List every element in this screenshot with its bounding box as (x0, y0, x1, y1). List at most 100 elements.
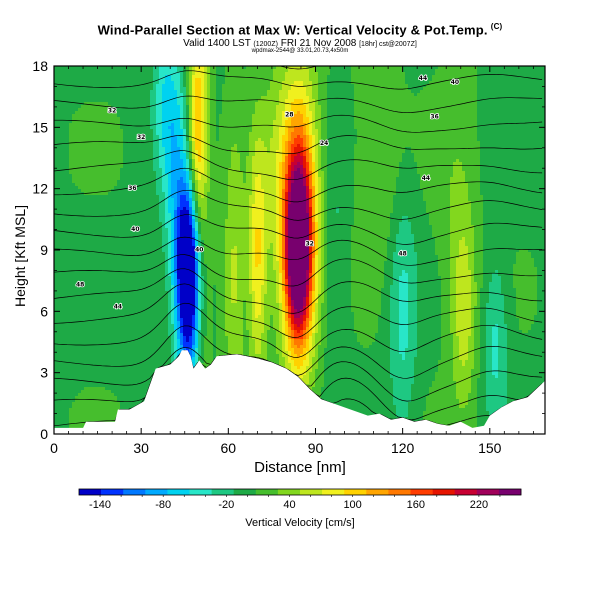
heatmap-cell (129, 96, 133, 100)
heatmap-cell (183, 75, 187, 79)
heatmap-cell (192, 105, 196, 109)
heatmap-cell (459, 153, 463, 157)
heatmap-cell (141, 66, 145, 70)
heatmap-cell (279, 141, 283, 145)
heatmap-cell (243, 111, 247, 115)
heatmap-cell (276, 111, 280, 115)
heatmap-cell (132, 126, 136, 130)
heatmap-cell (96, 126, 100, 130)
heatmap-cell (111, 138, 115, 142)
heatmap-cell (195, 108, 199, 112)
heatmap-cell (351, 144, 355, 148)
heatmap-cell (540, 138, 544, 142)
heatmap-cell (447, 114, 451, 118)
heatmap-cell (150, 84, 154, 88)
heatmap-cell (120, 84, 124, 88)
heatmap-cell (258, 75, 262, 79)
heatmap-cell (465, 141, 469, 145)
heatmap-cell (144, 129, 148, 133)
heatmap-cell (300, 144, 304, 148)
heatmap-cell (180, 150, 184, 154)
heatmap-cell (444, 135, 448, 139)
heatmap-cell (291, 138, 295, 142)
heatmap-cell (426, 84, 430, 88)
heatmap-cell (102, 147, 106, 151)
heatmap-cell (462, 78, 466, 82)
heatmap-cell (198, 153, 202, 157)
heatmap-cell (378, 96, 382, 100)
heatmap-cell (99, 87, 103, 91)
heatmap-cell (315, 135, 319, 139)
heatmap-cell (132, 132, 136, 136)
heatmap-cell (429, 105, 433, 109)
heatmap-cell (207, 123, 211, 127)
heatmap-cell (198, 105, 202, 109)
heatmap-cell (531, 117, 535, 121)
heatmap-cell (183, 72, 187, 76)
heatmap-cell (507, 114, 511, 118)
heatmap-cell (222, 150, 226, 154)
heatmap-cell (486, 105, 490, 109)
heatmap-cell (159, 156, 163, 160)
heatmap-cell (444, 72, 448, 76)
heatmap-cell (150, 78, 154, 82)
chart-title: Wind-Parallel Section at Max W: Vertical… (0, 22, 600, 37)
heatmap-cell (309, 126, 313, 130)
heatmap-cell (90, 126, 94, 130)
heatmap-cell (423, 147, 427, 151)
heatmap-cell (279, 105, 283, 109)
heatmap-cell (210, 120, 214, 124)
heatmap-cell (228, 108, 232, 112)
heatmap-cell (534, 135, 538, 139)
heatmap-cell (159, 120, 163, 124)
heatmap-cell (102, 129, 106, 133)
heatmap-cell (411, 72, 415, 76)
heatmap-cell (486, 75, 490, 79)
heatmap-cell (162, 138, 166, 142)
heatmap-cell (432, 90, 436, 94)
heatmap-cell (297, 105, 301, 109)
heatmap-cell (162, 75, 166, 79)
heatmap-cell (519, 87, 523, 91)
heatmap-cell (426, 135, 430, 139)
heatmap-cell (288, 138, 292, 142)
heatmap-cell (114, 123, 118, 127)
heatmap-cell (516, 135, 520, 139)
heatmap-cell (492, 99, 496, 103)
heatmap-cell (135, 138, 139, 142)
heatmap-cell (327, 99, 331, 103)
heatmap-cell (444, 138, 448, 142)
heatmap-cell (207, 99, 211, 103)
heatmap-cell (441, 126, 445, 130)
heatmap-cell (297, 87, 301, 91)
heatmap-cell (105, 69, 109, 73)
heatmap-cell (522, 111, 526, 115)
heatmap-cell (81, 72, 85, 76)
heatmap-cell (57, 84, 61, 88)
heatmap-cell (531, 90, 535, 94)
heatmap-cell (285, 78, 289, 82)
heatmap-cell (411, 129, 415, 133)
heatmap-cell (252, 144, 256, 148)
heatmap-cell (345, 69, 349, 73)
heatmap-cell (450, 120, 454, 124)
heatmap-cell (339, 66, 343, 70)
heatmap-cell (174, 99, 178, 103)
heatmap-cell (348, 87, 352, 91)
heatmap-cell (120, 114, 124, 118)
heatmap-cell (375, 117, 379, 121)
heatmap-cell (525, 99, 529, 103)
heatmap-cell (60, 75, 64, 79)
heatmap-cell (189, 87, 193, 91)
heatmap-cell (123, 93, 127, 97)
heatmap-cell (390, 69, 394, 73)
heatmap-cell (411, 105, 415, 109)
heatmap-cell (255, 90, 259, 94)
heatmap-cell (96, 150, 100, 154)
heatmap-cell (252, 147, 256, 151)
heatmap-cell (405, 117, 409, 121)
heatmap-cell (411, 75, 415, 79)
heatmap-cell (216, 72, 220, 76)
heatmap-cell (108, 66, 112, 70)
heatmap-cell (201, 66, 205, 70)
